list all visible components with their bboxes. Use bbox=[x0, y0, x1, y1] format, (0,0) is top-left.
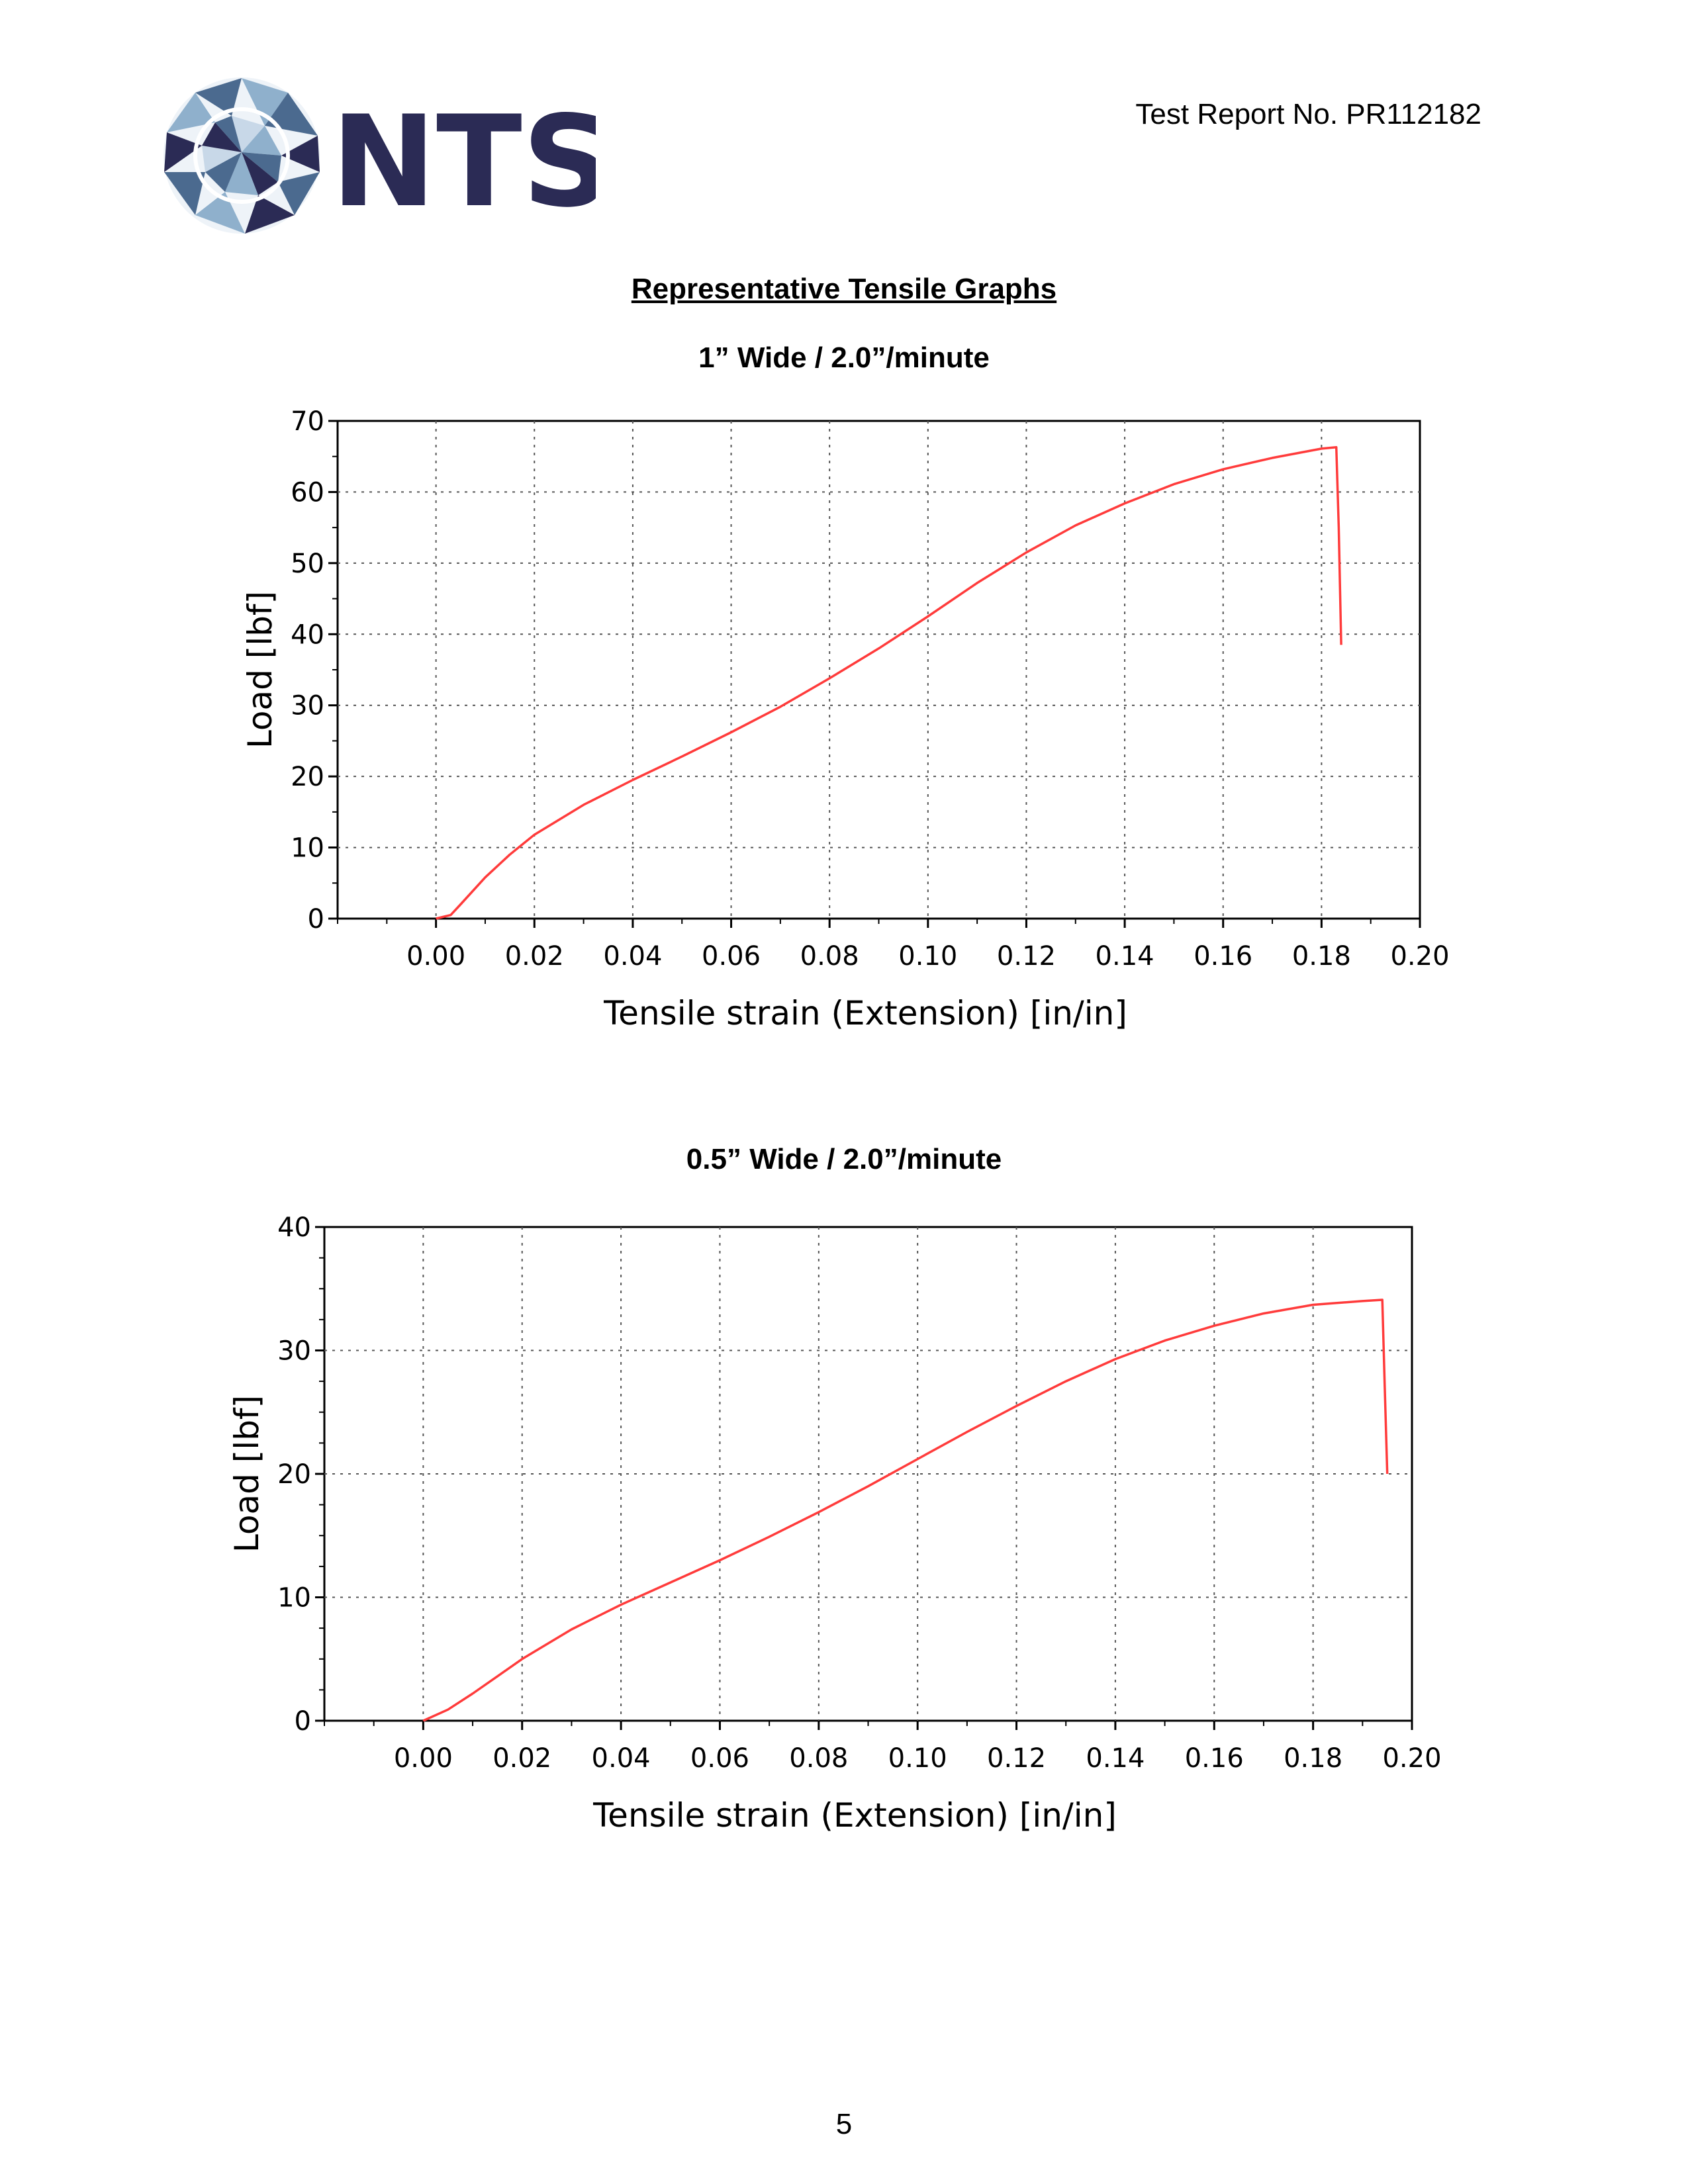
x-tick-label: 0.12 bbox=[987, 1743, 1046, 1774]
x-tick-label: 0.14 bbox=[1086, 1743, 1145, 1774]
x-tick-label: 0.06 bbox=[690, 1743, 749, 1774]
plot-area bbox=[323, 1226, 1413, 1722]
x-tick-label: 0.20 bbox=[1382, 1743, 1441, 1774]
y-tick-label: 30 bbox=[291, 691, 324, 721]
y-axis-label: Load [lbf] bbox=[228, 1395, 266, 1553]
page-number: 5 bbox=[835, 2108, 853, 2140]
chart1-title: 1” Wide / 2.0”/minute bbox=[698, 341, 990, 374]
x-tick-label: 0.18 bbox=[1284, 1743, 1342, 1774]
logo-text: NTS bbox=[331, 89, 596, 235]
x-tick-label: 0.10 bbox=[898, 941, 957, 972]
x-tick-label: 0.08 bbox=[789, 1743, 848, 1774]
logo-emblem-icon bbox=[164, 77, 320, 234]
x-tick-label: 0.02 bbox=[492, 1743, 551, 1774]
y-tick-label: 20 bbox=[277, 1459, 311, 1490]
y-tick-label: 60 bbox=[291, 477, 324, 508]
y-tick-label: 40 bbox=[291, 619, 324, 650]
x-axis-label: Tensile strain (Extension) [in/in] bbox=[603, 994, 1127, 1032]
y-tick-label: 0 bbox=[295, 1706, 311, 1737]
report-number: Test Report No. PR112182 bbox=[1135, 98, 1481, 130]
y-tick-label: 10 bbox=[291, 833, 324, 864]
y-tick-label: 30 bbox=[277, 1336, 311, 1367]
x-tick-label: 0.12 bbox=[997, 941, 1056, 972]
x-tick-label: 0.08 bbox=[800, 941, 859, 972]
load-strain-curve bbox=[422, 1298, 1389, 1722]
y-tick-label: 0 bbox=[308, 904, 324, 934]
y-tick-label: 50 bbox=[291, 549, 324, 579]
chart-1: 0.00 0.02 0.04 0.06 0.08 0.10 0.12 0.14 0.16 0.18… bbox=[241, 406, 1450, 1032]
x-tick-label: 0.16 bbox=[1185, 1743, 1244, 1774]
nts-logo-mark: NTS bbox=[164, 77, 612, 235]
x-tick-label: 0.06 bbox=[702, 941, 761, 972]
nts-logo: NTS bbox=[159, 73, 612, 245]
x-tick-label: 0.02 bbox=[505, 941, 564, 972]
plot-area bbox=[336, 420, 1421, 920]
section-title: Representative Tensile Graphs bbox=[631, 273, 1057, 305]
x-axis-label: Tensile strain (Extension) [in/in] bbox=[592, 1796, 1117, 1835]
x-tick-label: 0.14 bbox=[1096, 941, 1154, 972]
y-tick-label: 10 bbox=[277, 1583, 311, 1614]
x-tick-label: 0.04 bbox=[603, 941, 662, 972]
y-tick-label: 70 bbox=[291, 406, 324, 437]
x-tick-label: 0.10 bbox=[888, 1743, 947, 1774]
x-tick-label: 0.20 bbox=[1390, 941, 1449, 972]
chart2-title: 0.5” Wide / 2.0”/minute bbox=[686, 1143, 1002, 1175]
y-axis-label: Load [lbf] bbox=[241, 591, 279, 749]
y-tick-label: 40 bbox=[277, 1212, 311, 1243]
x-tick-label: 0.04 bbox=[592, 1743, 651, 1774]
x-tick-label: 0.16 bbox=[1194, 941, 1252, 972]
load-strain-curve bbox=[436, 445, 1342, 920]
x-tick-label: 0.00 bbox=[394, 1743, 453, 1774]
x-tick-label: 0.18 bbox=[1292, 941, 1351, 972]
chart-2: 0.00 0.02 0.04 0.06 0.08 0.10 0.12 0.14 0.16 0.18… bbox=[228, 1212, 1442, 1835]
x-tick-label: 0.00 bbox=[406, 941, 465, 972]
y-tick-label: 20 bbox=[291, 762, 324, 792]
